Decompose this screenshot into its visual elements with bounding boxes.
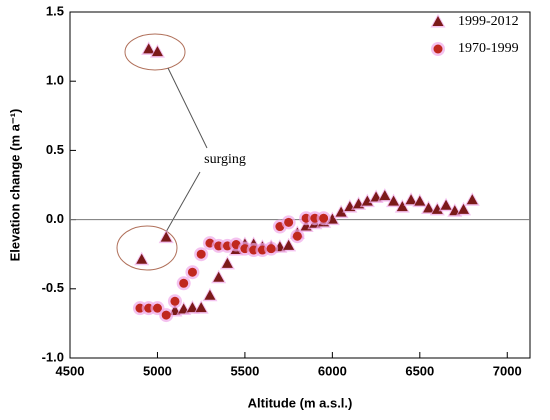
y-axis-label: Elevation change (m a⁻¹) <box>7 109 22 262</box>
y-tick-label: 1.5 <box>46 3 64 18</box>
point <box>283 239 295 250</box>
point <box>187 267 197 277</box>
annotation-line <box>165 171 201 233</box>
point <box>186 302 198 313</box>
plot-frame <box>69 11 531 359</box>
annotation: surging <box>204 152 246 167</box>
point <box>196 249 206 259</box>
annotation-line <box>167 67 208 149</box>
legend-marker <box>433 44 443 54</box>
point <box>195 302 207 313</box>
y-tick-label: -0.5 <box>42 280 64 295</box>
x-tick-label: 4500 <box>56 363 85 378</box>
y-tick-label: 1.0 <box>46 73 64 88</box>
point <box>466 194 478 205</box>
point <box>431 203 443 214</box>
y-tick-label: -1.0 <box>42 349 64 364</box>
point <box>361 195 373 206</box>
legend-marker <box>432 16 444 26</box>
point <box>170 296 180 306</box>
point <box>284 217 294 227</box>
point <box>458 203 470 214</box>
point <box>388 195 400 206</box>
point <box>319 213 329 223</box>
legend-label: 1970-1999 <box>458 41 519 56</box>
point <box>266 244 276 254</box>
x-tick-label: 7000 <box>493 363 522 378</box>
point <box>160 231 172 242</box>
y-tick-label: 0.0 <box>46 211 64 226</box>
x-tick-label: 6000 <box>318 363 347 378</box>
point <box>143 43 155 54</box>
point <box>396 201 408 212</box>
point <box>221 257 233 268</box>
point <box>213 271 225 282</box>
point <box>405 194 417 205</box>
highlight-ellipse <box>124 33 186 71</box>
point <box>152 303 162 313</box>
point <box>179 278 189 288</box>
legend-label: 1999-2012 <box>458 14 519 29</box>
point <box>423 202 435 213</box>
point <box>292 231 302 241</box>
point <box>440 199 452 210</box>
x-tick-label: 6500 <box>405 363 434 378</box>
point <box>204 289 216 300</box>
point <box>151 46 163 57</box>
x-axis-label: Altitude (m a.s.l.) <box>248 395 353 410</box>
point <box>414 195 426 206</box>
x-tick-label: 5000 <box>143 363 172 378</box>
highlight-ellipse <box>116 225 178 271</box>
point <box>161 310 171 320</box>
point <box>335 206 347 217</box>
point <box>136 253 148 264</box>
x-tick-label: 5500 <box>230 363 259 378</box>
y-tick-label: 0.5 <box>46 142 64 157</box>
point <box>379 190 391 201</box>
